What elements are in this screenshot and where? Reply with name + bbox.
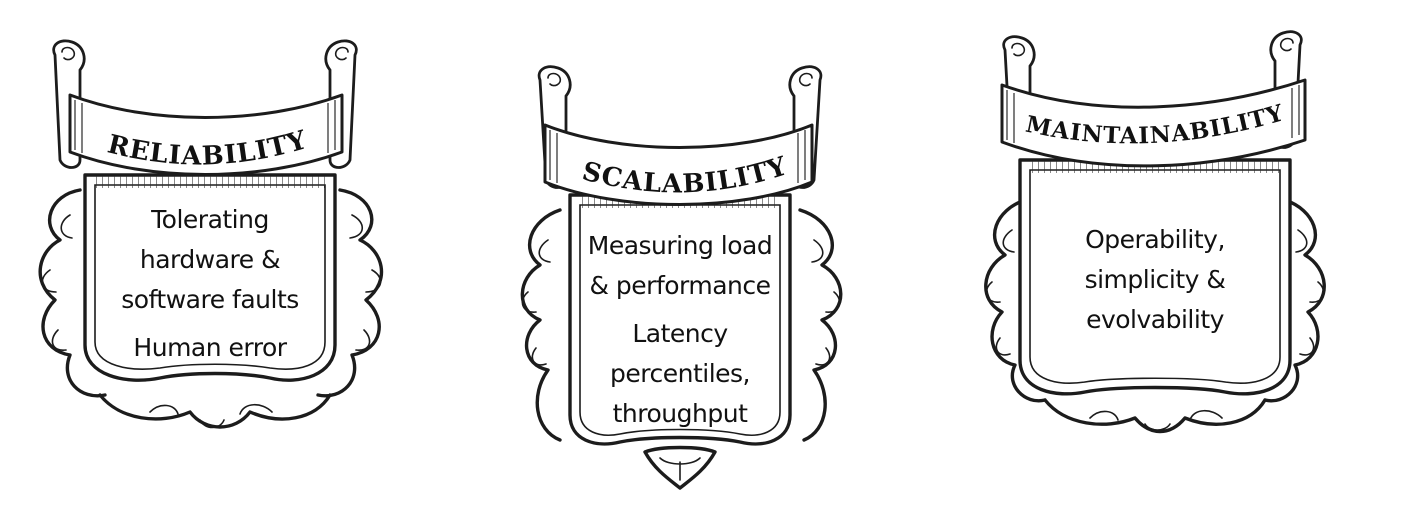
ornament-left-icon xyxy=(38,188,107,398)
shield-body xyxy=(568,193,792,446)
shield-body xyxy=(83,173,337,382)
ornament-bottom-icon xyxy=(98,393,332,429)
text-line: throughput xyxy=(612,399,748,428)
ornament-right-icon xyxy=(798,208,843,442)
text-line: simplicity & xyxy=(1084,265,1226,294)
shield-maintainability: MAINTAINABILITY xyxy=(984,30,1326,434)
text-line: hardware & xyxy=(139,245,281,274)
shield-scalability-text: Measuring load & performance Latency per… xyxy=(575,226,785,434)
banner-ribbon xyxy=(68,93,344,176)
ornament-left-icon xyxy=(520,208,562,442)
text-line: Tolerating xyxy=(151,205,269,234)
text-line: Operability, xyxy=(1085,225,1225,254)
text-line: Measuring load xyxy=(587,231,773,260)
shield-maintainability-text: Operability, simplicity & evolvability xyxy=(1035,220,1275,340)
text-line: Latency xyxy=(632,319,728,348)
banner-ribbon xyxy=(543,123,814,206)
text-line: & performance xyxy=(589,271,771,300)
ornament-left-icon xyxy=(984,198,1047,403)
ornament-right-icon xyxy=(1263,198,1326,403)
text-line: percentiles, xyxy=(610,359,751,388)
shield-reliability: RELIABILITY xyxy=(38,39,384,429)
shield-reliability-text: Tolerating hardware & software faults Hu… xyxy=(95,200,325,368)
pendant-icon xyxy=(643,445,717,490)
shield-scalability: SCALABILITY xyxy=(520,65,843,490)
text-line: evolvability xyxy=(1086,305,1224,334)
ornament-right-icon xyxy=(316,188,384,398)
shield-body xyxy=(1018,158,1292,396)
ornament-bottom-icon xyxy=(1043,398,1267,434)
text-line: Human error xyxy=(133,333,287,362)
banner-ribbon xyxy=(1000,78,1307,168)
text-line: software faults xyxy=(121,285,299,314)
